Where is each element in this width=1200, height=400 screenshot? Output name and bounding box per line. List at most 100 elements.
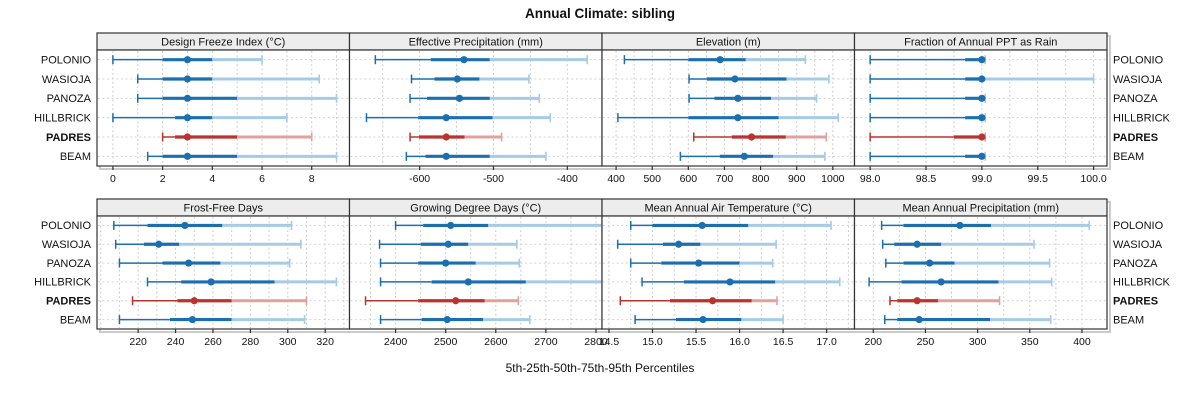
site-label-left: PANOZA: [47, 93, 92, 105]
site-label-left: BEAM: [60, 151, 91, 163]
median-dot: [978, 133, 986, 141]
axis-tick-label: -600: [409, 173, 430, 185]
axis-tick-label: 400: [607, 173, 625, 185]
axis-tick-label: 2400: [384, 336, 408, 348]
median-dot: [915, 315, 923, 324]
panel-frame: [601, 49, 856, 167]
median-dot: [183, 152, 192, 160]
axis-tick-label: 2: [160, 173, 166, 185]
median-dot: [675, 240, 683, 248]
axis-tick-label: 400: [1073, 336, 1091, 348]
median-dot: [734, 94, 742, 102]
median-dot: [444, 240, 452, 248]
site-label-right: PANOZA: [1113, 93, 1158, 105]
panel-frame: [853, 215, 1108, 330]
axis-tick-label: 250: [917, 336, 935, 348]
median-dot: [452, 297, 460, 305]
median-dot: [698, 221, 706, 230]
median-dot: [726, 278, 734, 286]
site-label-right: PADRES: [1113, 296, 1158, 308]
site-label-left: WASIOJA: [42, 74, 92, 86]
median-dot: [937, 278, 945, 286]
axis-tick-label: 98.0: [860, 173, 881, 185]
median-dot: [181, 221, 189, 230]
median-dot: [183, 114, 192, 122]
median-dot: [731, 75, 739, 83]
axis-tick-label: 320: [316, 336, 334, 348]
axis-tick-label: 2700: [534, 336, 558, 348]
axis-tick-label: 700: [716, 173, 734, 185]
axis-tick-label: 15.0: [642, 336, 663, 348]
site-label-left: WASIOJA: [42, 239, 92, 251]
axis-tick-label: 260: [204, 336, 222, 348]
axis-tick-label: 280: [242, 336, 260, 348]
median-dot: [978, 75, 986, 83]
site-label-right: POLONIO: [1113, 54, 1164, 66]
median-dot: [740, 152, 748, 160]
site-label-left: POLONIO: [41, 54, 92, 66]
axis-caption: 5th-25th-50th-75th-95th Percentiles: [505, 361, 695, 375]
median-dot: [442, 114, 450, 122]
median-dot: [190, 297, 198, 305]
axis-tick-label: 99.5: [1028, 173, 1049, 185]
panel-strip-title: Elevation (m): [696, 37, 761, 49]
site-label-right: BEAM: [1113, 314, 1144, 326]
axis-tick-label: -500: [483, 173, 504, 185]
axis-tick-label: 16.0: [729, 336, 750, 348]
median-dot: [455, 94, 464, 102]
median-dot: [155, 240, 163, 248]
axis-tick-label: 300: [969, 336, 987, 348]
axis-tick-label: 2800: [584, 336, 608, 348]
axis-tick-label: 14.5: [599, 336, 620, 348]
median-dot: [442, 259, 450, 267]
median-dot: [913, 240, 921, 248]
axis-tick-label: 0: [110, 173, 116, 185]
panel-frame: [853, 49, 1108, 167]
median-dot: [913, 297, 921, 305]
axis-tick-label: 4: [209, 173, 215, 185]
panel-frame: [348, 49, 603, 167]
axis-tick-label: 900: [788, 173, 806, 185]
axis-tick-label: 8: [309, 173, 315, 185]
axis-tick-label: 300: [279, 336, 297, 348]
median-dot: [978, 94, 986, 102]
site-label-right: WASIOJA: [1113, 239, 1163, 251]
median-dot: [734, 114, 742, 122]
axis-tick-label: 2600: [484, 336, 508, 348]
site-label-right: HILLBRICK: [1113, 112, 1171, 124]
site-label-right: WASIOJA: [1113, 74, 1163, 86]
median-dot: [716, 56, 724, 64]
axis-tick-label: 100.0: [1080, 173, 1106, 185]
median-dot: [978, 152, 986, 160]
axis-tick-label: 500: [643, 173, 661, 185]
site-label-right: POLONIO: [1113, 220, 1164, 232]
median-dot: [183, 133, 192, 141]
axis-tick-label: 15.5: [686, 336, 707, 348]
site-label-left: POLONIO: [41, 220, 92, 232]
axis-tick-label: 240: [167, 336, 185, 348]
median-dot: [183, 75, 192, 83]
site-label-left: HILLBRICK: [34, 277, 92, 289]
panel-strip-title: Effective Precipitation (mm): [409, 37, 543, 49]
panel-frame: [601, 215, 856, 330]
axis-tick-label: 600: [680, 173, 698, 185]
site-label-left: HILLBRICK: [34, 112, 92, 124]
axis-tick-label: 350: [1021, 336, 1039, 348]
site-label-right: BEAM: [1113, 151, 1144, 163]
axis-tick-label: 16.5: [773, 336, 794, 348]
median-dot: [978, 114, 986, 122]
site-label-right: PANOZA: [1113, 258, 1158, 270]
median-dot: [207, 278, 215, 286]
median-dot: [442, 152, 450, 160]
site-label-left: PADRES: [46, 132, 91, 144]
panel-strip-title: Fraction of Annual PPT as Rain: [904, 37, 1057, 49]
median-dot: [183, 56, 192, 64]
median-dot: [447, 221, 455, 230]
site-label-left: PADRES: [46, 296, 91, 308]
median-dot: [453, 75, 461, 83]
panel-strip-title: Frost-Free Days: [184, 203, 264, 215]
chart-title: Annual Climate: sibling: [524, 6, 675, 21]
site-label-right: HILLBRICK: [1113, 277, 1171, 289]
site-label-left: PANOZA: [47, 258, 92, 270]
